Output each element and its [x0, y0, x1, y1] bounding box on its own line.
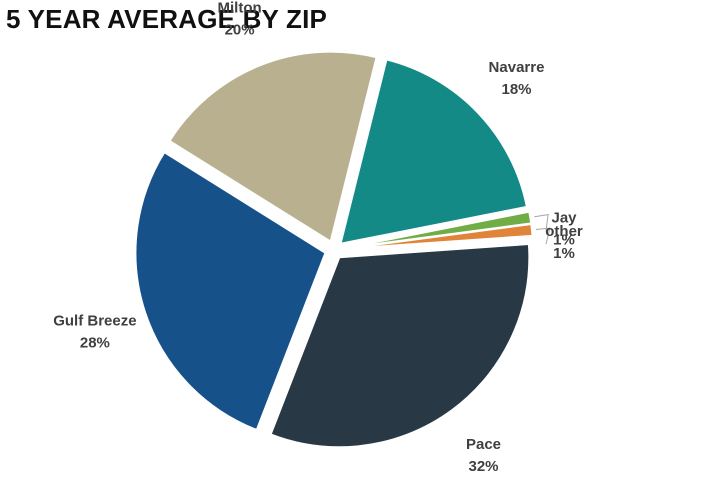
pie-slice-pace	[269, 242, 531, 449]
leader-lines	[534, 214, 551, 245]
pie-slices	[134, 50, 534, 449]
slice-label-pace: Pace	[466, 436, 501, 453]
slice-value-pace: 32%	[468, 458, 498, 475]
slice-value-milton: 20%	[225, 21, 255, 38]
pie-slice-other	[342, 222, 534, 251]
slice-label-milton: Milton	[218, 0, 262, 16]
slice-value-gulf-breeze: 28%	[80, 335, 110, 352]
pie-slice-milton	[168, 50, 378, 244]
slice-label-navarre: Navarre	[489, 59, 545, 76]
slice-label-other: other	[545, 223, 583, 240]
slice-label-gulf-breeze: Gulf Breeze	[53, 313, 136, 330]
slice-value-navarre: 18%	[501, 81, 531, 98]
leader-line-jay	[534, 214, 549, 231]
leader-line-other	[535, 227, 551, 245]
slice-value-other: 1%	[553, 245, 575, 262]
chart-title: 5 YEAR AVERAGE BY ZIP	[6, 4, 328, 34]
pie-slice-navarre	[339, 58, 529, 246]
slice-value-jay: 1%	[553, 232, 575, 249]
slice-label-jay: Jay	[551, 210, 577, 227]
pie-slice-gulf-breeze	[134, 150, 327, 432]
